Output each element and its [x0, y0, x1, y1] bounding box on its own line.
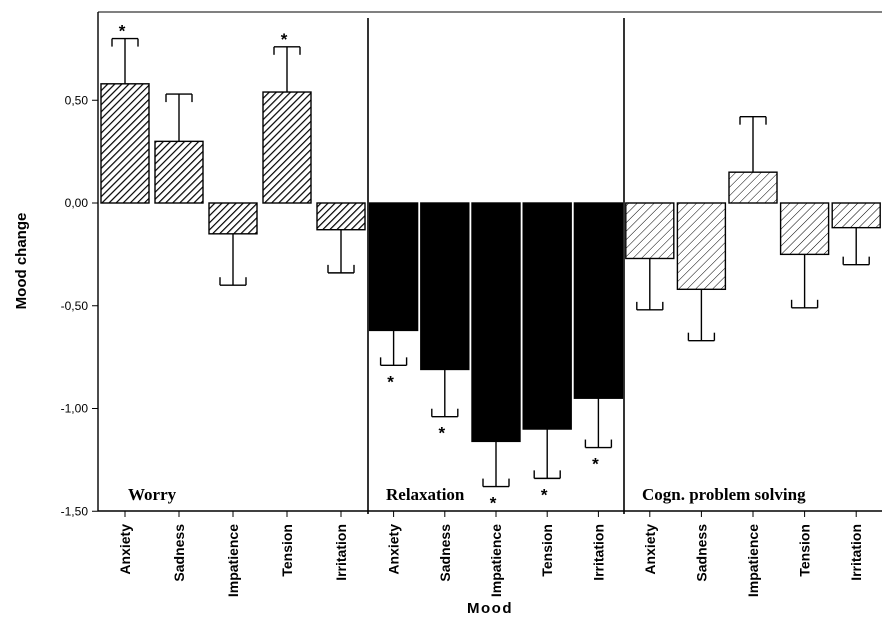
bar-0-0 [100, 83, 150, 204]
significance-marker: * [541, 485, 548, 504]
x-tick-label: Tension [279, 524, 295, 577]
x-tick-label: Anxiety [642, 524, 658, 575]
x-tick-label: Anxiety [386, 524, 402, 575]
y-axis-title: Mood change [13, 213, 30, 310]
x-tick-label: Sadness [437, 524, 453, 582]
bar-1-1 [420, 202, 470, 371]
x-tick-label: Sadness [171, 524, 187, 582]
x-axis-title: Mood [467, 600, 513, 617]
y-tick-label: 0,50 [65, 93, 89, 107]
x-tick-label: Anxiety [117, 524, 133, 575]
significance-marker: * [387, 372, 394, 391]
significance-marker: * [438, 424, 445, 443]
bar-1-4 [573, 202, 624, 399]
group-label-0: Worry [128, 485, 177, 504]
x-tick-label: Irritation [333, 524, 349, 581]
significance-marker: * [490, 494, 497, 513]
significance-marker: * [592, 455, 599, 474]
bar-2-1 [676, 202, 727, 291]
y-tick-label: -0,50 [61, 299, 89, 313]
bar-1-3 [522, 202, 572, 430]
x-tick-label: Impatience [225, 524, 241, 597]
significance-marker: * [119, 22, 126, 41]
x-tick-label: Impatience [745, 524, 761, 597]
group-label-1: Relaxation [386, 485, 465, 504]
bar-1-2 [471, 202, 521, 443]
bar-2-3 [779, 202, 830, 256]
y-tick-label: 0,00 [65, 196, 89, 210]
bar-0-2 [208, 202, 258, 235]
significance-marker: * [281, 30, 288, 49]
x-tick-label: Irritation [848, 524, 864, 581]
x-tick-label: Impatience [488, 524, 504, 597]
plot-area: 0,50 0,00 -0,50 -1,00 -1,50 Worry * Anxiety Sadn… [61, 11, 882, 597]
bar-0-3 [262, 91, 312, 204]
bar-2-4 [831, 202, 881, 229]
bar-2-2 [728, 171, 778, 204]
y-tick-label: -1,50 [61, 504, 89, 518]
x-tick-label: Tension [539, 524, 555, 577]
bar-1-0 [368, 202, 419, 332]
y-tick-label: -1,00 [61, 402, 89, 416]
x-tick-label: Tension [797, 524, 813, 577]
x-tick-label: Irritation [590, 524, 606, 581]
bar-0-1 [154, 140, 204, 204]
bar-0-4 [316, 202, 366, 231]
bar-2-0 [625, 202, 675, 260]
x-tick-label: Sadness [693, 524, 709, 582]
group-label-2: Cogn. problem solving [642, 485, 806, 504]
